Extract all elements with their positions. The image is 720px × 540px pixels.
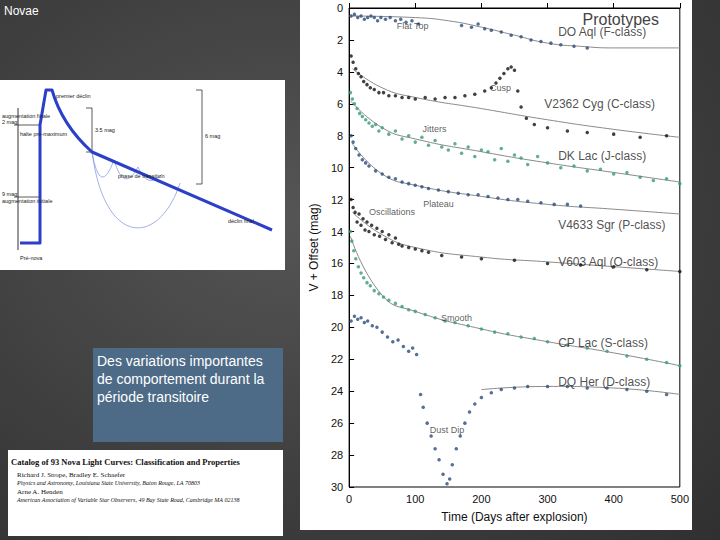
svg-text:6: 6: [337, 98, 343, 110]
svg-text:24: 24: [331, 385, 343, 397]
html-text:American Association of Variab: American Association of Variable Star Ob…: [17, 497, 240, 503]
svg-text:6 mag: 6 mag: [205, 133, 220, 139]
svg-text:22: 22: [331, 353, 343, 365]
svg-text:Plateau: Plateau: [423, 199, 454, 209]
svg-text:14: 14: [331, 226, 343, 238]
svg-text:DK Lac (J-class): DK Lac (J-class): [558, 149, 646, 163]
html-text:Des variations importantes de: Des variations importantes de comporteme…: [97, 353, 265, 405]
svg-text:12: 12: [331, 194, 343, 206]
svg-text:Time (Days after explosion): Time (Days after explosion): [441, 510, 587, 524]
svg-text:augmentation initiale: augmentation initiale: [2, 198, 52, 204]
svg-text:augmentation finale: augmentation finale: [2, 113, 50, 119]
svg-text:halte pré-maximum: halte pré-maximum: [20, 131, 67, 137]
svg-text:0: 0: [346, 493, 352, 505]
svg-text:premier déclin: premier déclin: [56, 93, 91, 99]
svg-text:Jitters: Jitters: [423, 124, 448, 134]
svg-text:100: 100: [406, 493, 424, 505]
svg-text:28: 28: [331, 449, 343, 461]
svg-text:20: 20: [331, 321, 343, 333]
svg-text:10: 10: [331, 162, 343, 174]
svg-text:Pré-nova: Pré-nova: [20, 255, 43, 261]
svg-text:DQ Her (D-class): DQ Her (D-class): [558, 375, 650, 389]
svg-text:V + Offset (mag): V + Offset (mag): [307, 203, 321, 291]
svg-text:déclin final: déclin final: [228, 218, 254, 224]
svg-text:300: 300: [538, 493, 556, 505]
svg-text:8: 8: [337, 130, 343, 142]
svg-text:0: 0: [337, 2, 343, 14]
html-text:Physics and Astronomy, Louisia: Physics and Astronomy, Louisiana State U…: [17, 480, 200, 486]
svg-text:phase de transition: phase de transition: [118, 173, 164, 179]
svg-text:Oscillations: Oscillations: [369, 207, 416, 217]
svg-text:2: 2: [337, 34, 343, 46]
svg-text:Prototypes: Prototypes: [583, 11, 659, 28]
svg-text:V2362 Cyg (C-class): V2362 Cyg (C-class): [544, 97, 655, 111]
svg-text:Smooth: Smooth: [441, 313, 472, 323]
svg-text:9 mag: 9 mag: [2, 191, 17, 197]
svg-text:DO Aql (F-class): DO Aql (F-class): [558, 25, 647, 39]
svg-text:Dust Dip: Dust Dip: [430, 425, 465, 435]
svg-text:26: 26: [331, 417, 343, 429]
svg-text:16: 16: [331, 257, 343, 269]
svg-text:500: 500: [671, 493, 689, 505]
svg-text:4: 4: [337, 66, 343, 78]
html-text:Novae: Novae: [4, 4, 39, 18]
svg-text:30: 30: [331, 481, 343, 493]
svg-text:V4633 Sgr (P-class): V4633 Sgr (P-class): [558, 218, 665, 232]
svg-text:200: 200: [472, 493, 490, 505]
svg-text:3.5 mag: 3.5 mag: [95, 127, 115, 133]
svg-text:400: 400: [605, 493, 623, 505]
svg-text:V603 Aql (O-class): V603 Aql (O-class): [558, 255, 658, 269]
svg-text:18: 18: [331, 289, 343, 301]
html-text:Arne A. Henden: Arne A. Henden: [17, 488, 63, 496]
html-text:Richard J. Strope, Bradley E.: Richard J. Strope, Bradley E. Schaefer: [17, 471, 126, 479]
svg-text:CP Lac (S-class): CP Lac (S-class): [558, 336, 648, 350]
svg-text:Cusp: Cusp: [490, 83, 511, 93]
svg-text:2 mag: 2 mag: [2, 119, 17, 125]
html-text:Catalog of 93 Nova Light Curve: Catalog of 93 Nova Light Curves: Classif…: [11, 457, 240, 467]
svg-text:Flat Top: Flat Top: [397, 21, 429, 31]
